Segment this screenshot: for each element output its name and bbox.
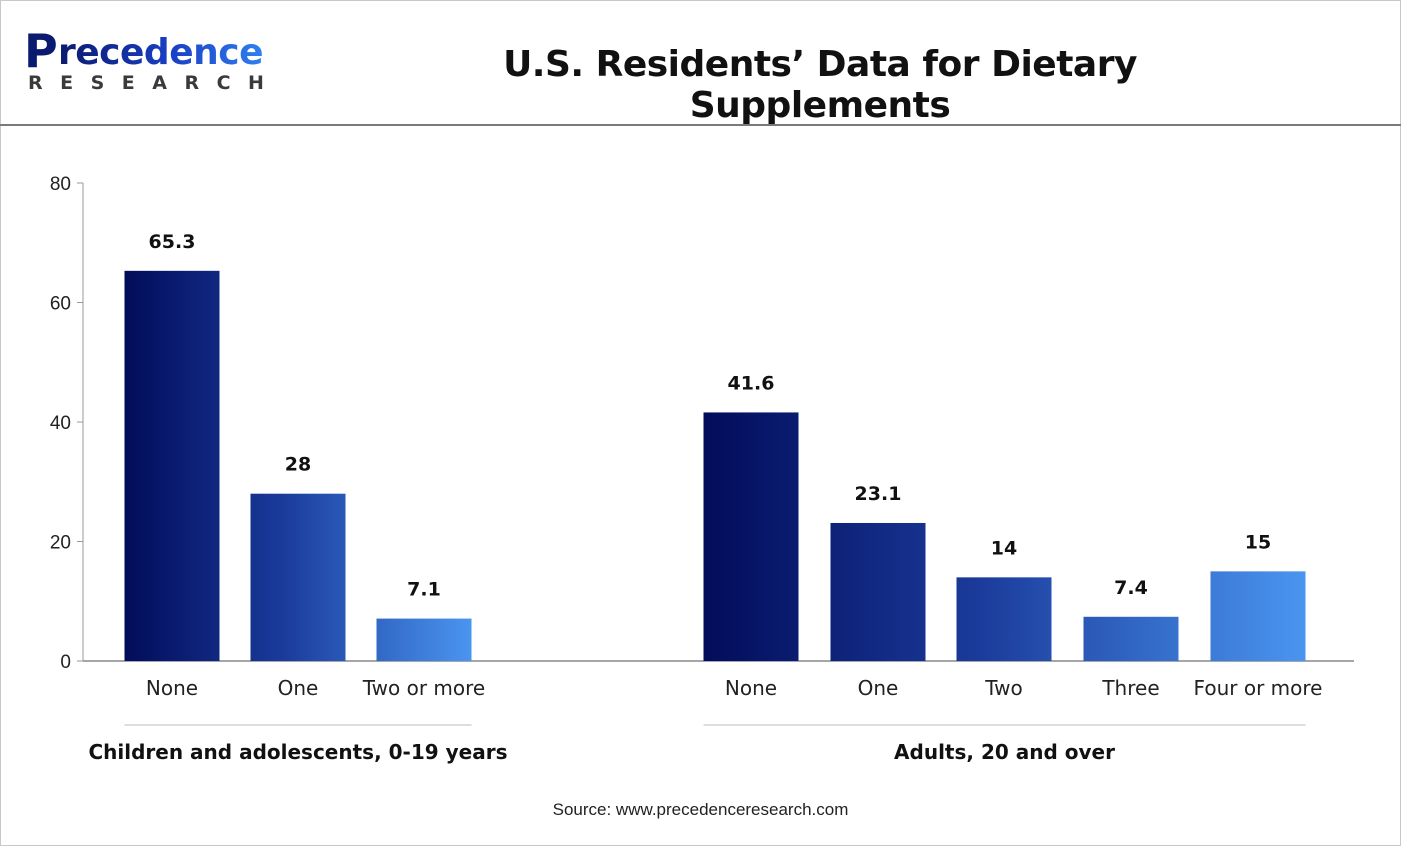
bar <box>250 493 346 661</box>
bar <box>956 577 1052 661</box>
data-label: 15 <box>1245 531 1271 553</box>
logo-subtext: RESEARCH <box>28 72 282 94</box>
x-tick-label: Two <box>984 676 1023 700</box>
bar <box>376 618 472 661</box>
header-divider <box>0 124 1401 126</box>
chart-title: U.S. Residents’ Data for Dietary Supplem… <box>503 44 1137 126</box>
x-tick-label: None <box>725 676 777 700</box>
logo-p-glyph: P <box>24 24 58 78</box>
x-tick-label: One <box>858 676 899 700</box>
x-tick-label: Four or more <box>1194 676 1323 700</box>
data-label: 14 <box>991 537 1017 559</box>
data-label: 65.3 <box>149 231 196 253</box>
data-label: 7.4 <box>1114 577 1148 599</box>
x-tick-label: One <box>278 676 319 700</box>
y-tick-label: 20 <box>50 533 71 554</box>
data-label: 23.1 <box>855 483 902 505</box>
logo-text: recedence <box>58 32 264 73</box>
y-tick-label: 60 <box>50 294 71 315</box>
group-label: Children and adolescents, 0-19 years <box>88 740 507 764</box>
logo: P recedence RESEARCH <box>22 24 272 98</box>
group-label: Adults, 20 and over <box>894 740 1115 764</box>
data-label: 7.1 <box>407 579 441 601</box>
y-tick-label: 80 <box>50 174 71 195</box>
bar <box>1083 616 1179 661</box>
bar <box>1210 571 1306 661</box>
source-note: Source: www.precedenceresearch.com <box>552 800 849 819</box>
x-tick-label: Two or more <box>362 676 485 700</box>
data-label: 41.6 <box>728 372 775 394</box>
bar <box>703 412 799 661</box>
x-tick-label: None <box>146 676 198 700</box>
y-tick-label: 40 <box>50 413 71 434</box>
data-label: 28 <box>285 454 311 476</box>
x-tick-label: Three <box>1101 676 1159 700</box>
bar <box>830 522 926 661</box>
y-tick-label: 0 <box>60 652 71 673</box>
bar <box>124 270 220 661</box>
